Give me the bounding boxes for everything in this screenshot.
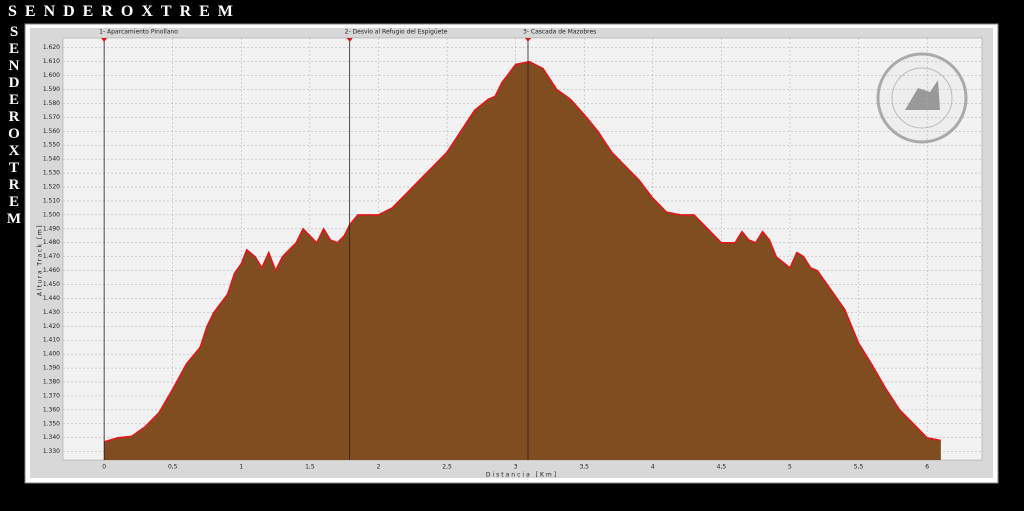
y-tick-label: 1.580 (43, 100, 60, 107)
y-tick-label: 1.340 (43, 434, 60, 441)
y-tick-label: 1.460 (43, 267, 60, 274)
y-tick-label: 1.470 (43, 253, 60, 260)
y-tick-label: 1.440 (43, 295, 60, 302)
x-tick-label: 0 (102, 464, 106, 471)
waypoint-marker (101, 38, 108, 42)
waypoint-label: 3- Cascada de Mazobres (523, 29, 596, 36)
x-tick-label: 3 (514, 464, 518, 471)
y-tick-label: 1.560 (43, 128, 60, 135)
waypoint-marker (346, 38, 353, 42)
y-tick-label: 1.430 (43, 309, 60, 316)
y-tick-label: 1.500 (43, 211, 60, 218)
y-tick-label: 1.370 (43, 392, 60, 399)
logo (876, 52, 968, 144)
y-tick-label: 1.520 (43, 184, 60, 191)
y-tick-label: 1.570 (43, 114, 60, 121)
x-tick-label: 2 (377, 464, 381, 471)
x-tick-label: 2,5 (442, 464, 452, 471)
y-tick-label: 1.330 (43, 448, 60, 455)
x-tick-label: 4 (651, 464, 655, 471)
y-tick-label: 1.390 (43, 365, 60, 372)
brand-vertical: SENDEROXTREM (6, 24, 22, 228)
y-tick-label: 1.360 (43, 406, 60, 413)
y-tick-label: 1.510 (43, 197, 60, 204)
y-tick-label: 1.420 (43, 323, 60, 330)
y-tick-label: 1.490 (43, 225, 60, 232)
x-tick-label: 0,5 (168, 464, 178, 471)
x-tick-label: 1 (239, 464, 243, 471)
brand: SENDEROXTREM (8, 3, 241, 20)
x-tick-label: 1,5 (305, 464, 315, 471)
waypoint-label: 2- Desvío al Refugio del Espigüete (345, 29, 448, 36)
y-tick-label: 1.620 (43, 44, 60, 51)
y-tick-label: 1.540 (43, 156, 60, 163)
waypoint-marker (524, 38, 531, 42)
y-tick-label: 1.590 (43, 86, 60, 93)
y-tick-label: 1.400 (43, 351, 60, 358)
y-tick-label: 1.350 (43, 420, 60, 427)
x-tick-label: 3,5 (579, 464, 589, 471)
x-tick-label: 5,5 (854, 464, 864, 471)
y-tick-label: 1.550 (43, 142, 60, 149)
y-tick-label: 1.610 (43, 58, 60, 65)
y-tick-label: 1.480 (43, 239, 60, 246)
x-tick-label: 4,5 (717, 464, 727, 471)
y-tick-label: 1.450 (43, 281, 60, 288)
waypoint-label: 1- Aparcamiento Pinollano (99, 29, 178, 36)
y-tick-label: 1.380 (43, 379, 60, 386)
y-tick-label: 1.410 (43, 337, 60, 344)
x-tick-label: 5 (788, 464, 792, 471)
x-axis-label: Distancia [Km] (486, 472, 558, 479)
area (104, 61, 941, 460)
y-tick-label: 1.530 (43, 170, 60, 177)
y-tick-label: 1.600 (43, 72, 60, 79)
y-axis-label: Altura Track [m] (37, 224, 44, 296)
profile-line (103, 60, 942, 443)
x-tick-label: 6 (925, 464, 929, 471)
